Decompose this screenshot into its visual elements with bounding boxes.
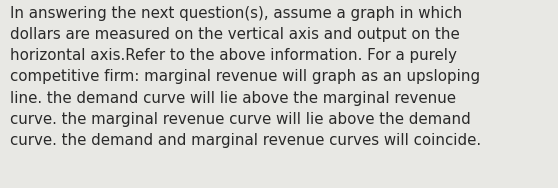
Text: In answering the next question(s), assume a graph in which
dollars are measured : In answering the next question(s), assum… bbox=[10, 6, 481, 148]
